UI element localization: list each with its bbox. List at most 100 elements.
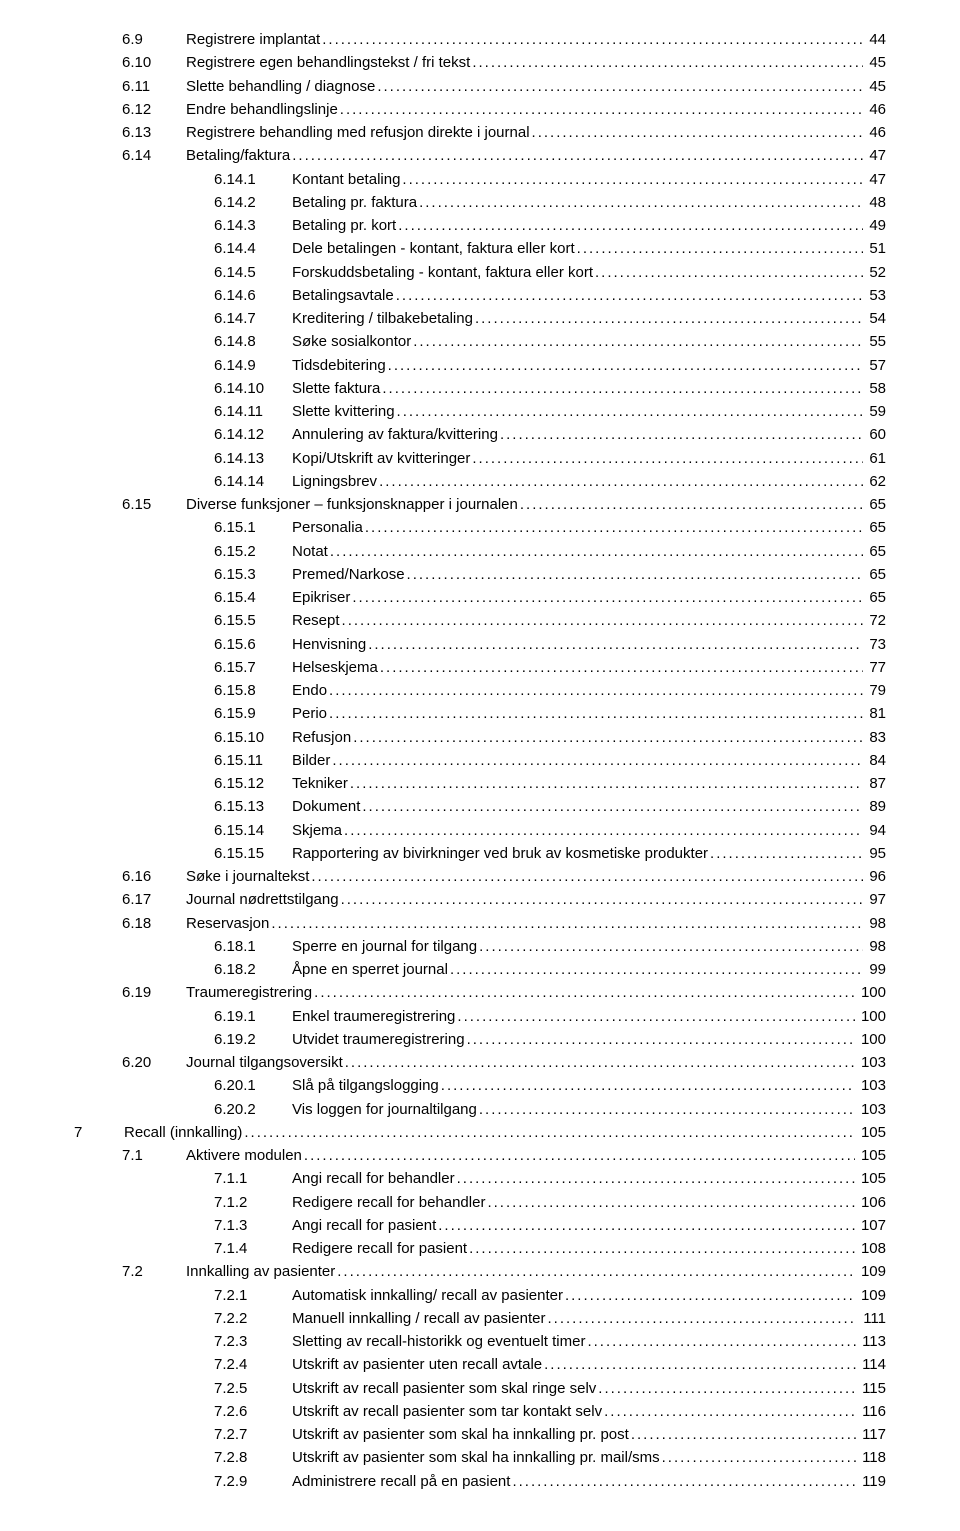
toc-entry-title: Aktivere modulen (186, 1144, 302, 1167)
toc-entry-page: 52 (865, 261, 886, 284)
toc-entry-page: 60 (865, 423, 886, 446)
toc-entry-title: Tekniker (292, 772, 348, 795)
toc-entry: 7.1.3Angi recall for pasient107 (74, 1214, 886, 1237)
toc-entry-page: 109 (857, 1260, 886, 1283)
toc-entry-page: 45 (865, 51, 886, 74)
toc-entry-title: Administrere recall på en pasient (292, 1470, 510, 1493)
toc-entry-title: Helseskjema (292, 656, 378, 679)
toc-entry-number: 6.20.1 (214, 1074, 292, 1097)
toc-entry-number: 6.15.13 (214, 795, 292, 818)
toc-entry-number: 6.15.2 (214, 540, 292, 563)
toc-leader-dots (340, 98, 864, 121)
toc-entry: 7.2.6Utskrift av recall pasienter som ta… (74, 1400, 886, 1423)
toc-leader-dots (413, 330, 863, 353)
toc-entry-page: 48 (865, 191, 886, 214)
toc-entry: 6.19.1Enkel traumeregistrering100 (74, 1005, 886, 1028)
toc-entry-page: 108 (857, 1237, 886, 1260)
toc-entry-title: Angi recall for pasient (292, 1214, 436, 1237)
toc-entry-number: 6.9 (122, 28, 186, 51)
toc-leader-dots (388, 354, 864, 377)
toc-entry: 6.14.11Slette kvittering59 (74, 400, 886, 423)
toc-entry-title: Traumeregistrering (186, 981, 312, 1004)
toc-entry: 6.15.6Henvisning73 (74, 633, 886, 656)
toc-entry: 7.2.8Utskrift av pasienter som skal ha i… (74, 1446, 886, 1469)
toc-entry-number: 6.20.2 (214, 1098, 292, 1121)
toc-entry-page: 115 (858, 1377, 886, 1400)
toc-entry-title: Premed/Narkose (292, 563, 405, 586)
toc-entry-page: 57 (865, 354, 886, 377)
toc-entry-title: Dokument (292, 795, 360, 818)
toc-entry: 6.15.11Bilder84 (74, 749, 886, 772)
toc-entry-number: 6.14.7 (214, 307, 292, 330)
toc-entry: 6.15.3Premed/Narkose65 (74, 563, 886, 586)
toc-leader-dots (472, 51, 863, 74)
toc-entry-title: Utskrift av pasienter som skal ha innkal… (292, 1446, 660, 1469)
toc-leader-dots (520, 493, 863, 516)
toc-entry-page: 72 (865, 609, 886, 632)
toc-entry-title: Kreditering / tilbakebetaling (292, 307, 473, 330)
toc-leader-dots (345, 1051, 855, 1074)
toc-leader-dots (292, 144, 863, 167)
toc-entry-title: Utskrift av pasienter uten recall avtale (292, 1353, 542, 1376)
toc-leader-dots (467, 1028, 855, 1051)
toc-leader-dots (631, 1423, 856, 1446)
toc-leader-dots (377, 75, 863, 98)
toc-entry-number: 6.15.4 (214, 586, 292, 609)
toc-leader-dots (479, 935, 863, 958)
toc-entry-title: Tidsdebitering (292, 354, 386, 377)
toc-leader-dots (710, 842, 863, 865)
toc-entry: 6.20.1Slå på tilgangslogging103 (74, 1074, 886, 1097)
toc-entry-title: Betaling pr. kort (292, 214, 396, 237)
toc-entry-number: 6.15.15 (214, 842, 292, 865)
toc-entry-number: 6.15.3 (214, 563, 292, 586)
toc-leader-dots (362, 795, 863, 818)
toc-entry-number: 6.15.11 (214, 749, 292, 772)
toc-entry-number: 7.2.3 (214, 1330, 292, 1353)
toc-entry-number: 6.14.3 (214, 214, 292, 237)
toc-entry: 7Recall (innkalling)105 (74, 1121, 886, 1144)
toc-entry-number: 6.14.9 (214, 354, 292, 377)
toc-entry-page: 94 (865, 819, 886, 842)
toc-entry: 6.14.2Betaling pr. faktura48 (74, 191, 886, 214)
toc-entry: 6.14.1Kontant betaling47 (74, 168, 886, 191)
toc-leader-dots (450, 958, 863, 981)
toc-entry-number: 7.2.2 (214, 1307, 292, 1330)
toc-entry-page: 103 (857, 1098, 886, 1121)
toc-entry-title: Registrere egen behandlingstekst / fri t… (186, 51, 470, 74)
toc-entry-number: 7.2.6 (214, 1400, 292, 1423)
toc-leader-dots (396, 284, 864, 307)
toc-entry-page: 46 (865, 98, 886, 121)
toc-entry: 6.14Betaling/faktura47 (74, 144, 886, 167)
toc-leader-dots (353, 726, 863, 749)
toc-entry-title: Notat (292, 540, 328, 563)
toc-entry-page: 119 (858, 1470, 886, 1493)
toc-leader-dots (352, 586, 863, 609)
toc-entry-number: 6.15.1 (214, 516, 292, 539)
toc-entry-title: Slette kvittering (292, 400, 395, 423)
toc-entry-page: 98 (865, 912, 886, 935)
toc-leader-dots (565, 1284, 855, 1307)
toc-entry-number: 6.16 (122, 865, 186, 888)
toc-entry-title: Henvisning (292, 633, 366, 656)
toc-entry-number: 6.13 (122, 121, 186, 144)
toc-entry-number: 6.19.1 (214, 1005, 292, 1028)
toc-entry-title: Betalingsavtale (292, 284, 394, 307)
toc-entry: 6.14.7Kreditering / tilbakebetaling54 (74, 307, 886, 330)
toc-leader-dots (380, 656, 863, 679)
toc-entry-page: 105 (857, 1121, 886, 1144)
toc-leader-dots (441, 1074, 855, 1097)
toc-entry-page: 116 (858, 1400, 886, 1423)
toc-entry-number: 6.15.10 (214, 726, 292, 749)
toc-entry-title: Betaling/faktura (186, 144, 290, 167)
toc-leader-dots (532, 121, 864, 144)
toc-entry-number: 7.1 (122, 1144, 186, 1167)
toc-leader-dots (407, 563, 864, 586)
toc-entry-page: 46 (865, 121, 886, 144)
toc-entry: 6.18.1Sperre en journal for tilgang98 (74, 935, 886, 958)
toc-entry-page: 73 (865, 633, 886, 656)
toc-entry-page: 47 (865, 168, 886, 191)
toc-entry-number: 6.14.8 (214, 330, 292, 353)
toc-entry: 6.14.9Tidsdebitering 57 (74, 354, 886, 377)
toc-entry-page: 95 (865, 842, 886, 865)
toc-entry-number: 7.1.4 (214, 1237, 292, 1260)
